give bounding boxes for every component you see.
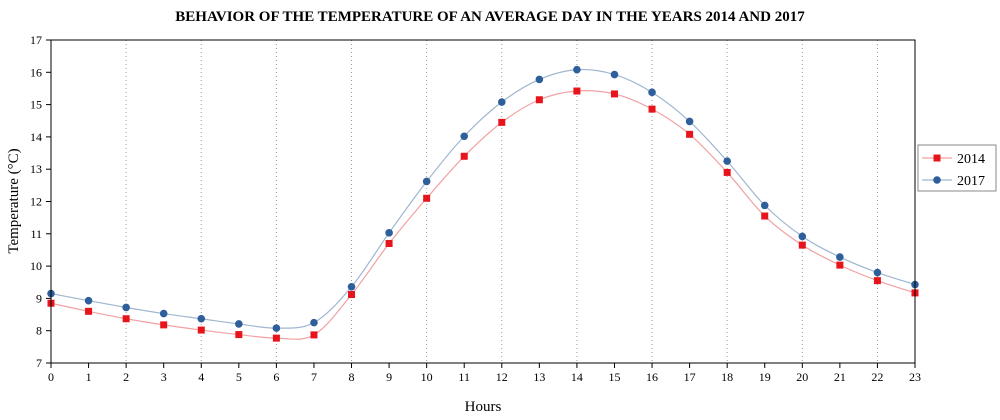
data-point-2014: [873, 277, 881, 285]
y-tick-label: 16: [30, 65, 42, 79]
legend-marker-2017: [933, 176, 941, 184]
y-tick-label: 8: [36, 324, 42, 338]
data-point-2017: [798, 232, 807, 241]
legend-label-2014: 2014: [957, 152, 985, 167]
data-point-2017: [272, 324, 281, 332]
data-point-2014: [535, 96, 543, 104]
data-point-2014: [85, 307, 93, 315]
x-tick-label: 12: [496, 370, 508, 384]
data-point-2014: [423, 194, 431, 202]
legend-marker-2014: [933, 154, 941, 162]
data-point-2014: [798, 241, 806, 249]
data-point-2014: [122, 315, 130, 323]
data-point-2017: [573, 65, 581, 74]
data-point-2017: [685, 117, 694, 126]
data-point-2014: [235, 331, 243, 339]
data-point-2014: [272, 334, 280, 342]
series-line-2017: [50, 68, 916, 329]
y-axis-label: Temperature (°C): [6, 148, 22, 253]
data-point-2017: [197, 314, 206, 323]
chart-title: BEHAVIOR OF THE TEMPERATURE OF AN AVERAG…: [175, 9, 805, 25]
data-point-2017: [310, 318, 318, 327]
data-point-2014: [310, 331, 318, 339]
data-point-2014: [573, 87, 581, 95]
data-point-2014: [648, 105, 656, 113]
data-point-2017: [873, 268, 882, 277]
x-tick-label: 11: [458, 370, 470, 384]
data-point-2017: [723, 157, 731, 165]
data-point-2014: [385, 239, 393, 247]
y-tick-label: 14: [30, 130, 42, 144]
grid-lines: [125, 40, 878, 363]
data-point-2017: [610, 70, 619, 79]
x-tick-label: 10: [421, 370, 433, 384]
x-tick-label: 3: [161, 370, 167, 384]
x-axis-label: Hours: [465, 399, 502, 415]
x-tick-label: 20: [796, 370, 808, 384]
data-point-2017: [422, 177, 431, 186]
x-tick-label: 13: [533, 370, 545, 384]
plot-frame: [50, 39, 916, 364]
x-tick-label: 9: [386, 370, 392, 384]
x-tick-label: 21: [834, 370, 846, 384]
y-tick-label: 12: [30, 195, 42, 209]
x-tick-label: 23: [909, 370, 921, 384]
x-tick-label: 5: [236, 370, 242, 384]
data-point-2017: [460, 132, 469, 141]
y-tick-label: 17: [30, 33, 42, 47]
data-point-2014: [348, 291, 356, 299]
data-point-2017: [497, 98, 506, 106]
data-point-2014: [836, 261, 844, 269]
x-tick-label: 18: [721, 370, 733, 384]
x-tick-label: 4: [198, 370, 204, 384]
data-point-2017: [535, 75, 544, 84]
data-point-2014: [160, 321, 168, 329]
data-point-2017: [122, 303, 130, 312]
x-tick-label: 2: [123, 370, 129, 384]
y-tick-label: 9: [36, 291, 42, 305]
data-point-2017: [235, 320, 243, 328]
data-point-2017: [84, 296, 93, 305]
data-point-2017: [836, 253, 844, 261]
x-tick-label: 17: [684, 370, 696, 384]
legend: 2014 2017: [917, 144, 997, 192]
x-tick-label: 0: [48, 370, 54, 384]
data-point-2014: [686, 130, 694, 138]
legend-box: [917, 144, 997, 192]
series-line-2014: [50, 90, 916, 340]
y-tick-label: 15: [30, 98, 42, 112]
x-tick-label: 14: [571, 370, 583, 384]
data-point-2017: [159, 309, 168, 318]
x-tick-label: 22: [871, 370, 883, 384]
x-tick-label: 16: [646, 370, 658, 384]
x-tick-label: 6: [273, 370, 279, 384]
data-point-2014: [498, 118, 506, 126]
data-point-2017: [648, 88, 656, 97]
y-tick-label: 10: [30, 259, 42, 273]
axis-ticks: 0 1 2 3 4 5 6 7 8 9 10 11 12 13 14 15 16 17 18 19 20 21 22 2378…: [30, 33, 921, 384]
data-point-2014: [610, 90, 618, 98]
data-point-2017: [385, 229, 393, 237]
y-tick-label: 11: [30, 227, 42, 241]
x-tick-label: 7: [311, 370, 317, 384]
legend-label-2017: 2017: [957, 174, 985, 189]
data-markers: [47, 65, 919, 342]
data-point-2017: [760, 201, 769, 210]
data-point-2014: [460, 152, 468, 160]
x-tick-label: 8: [349, 370, 355, 384]
x-tick-label: 1: [86, 370, 92, 384]
x-tick-label: 19: [759, 370, 771, 384]
x-tick-label: 15: [608, 370, 620, 384]
data-point-2014: [197, 326, 205, 334]
data-point-2014: [723, 168, 731, 176]
data-point-2014: [761, 212, 769, 220]
series-lines: [50, 68, 916, 340]
y-tick-label: 13: [30, 162, 42, 176]
data-point-2017: [347, 282, 356, 291]
y-tick-label: 7: [36, 356, 42, 370]
